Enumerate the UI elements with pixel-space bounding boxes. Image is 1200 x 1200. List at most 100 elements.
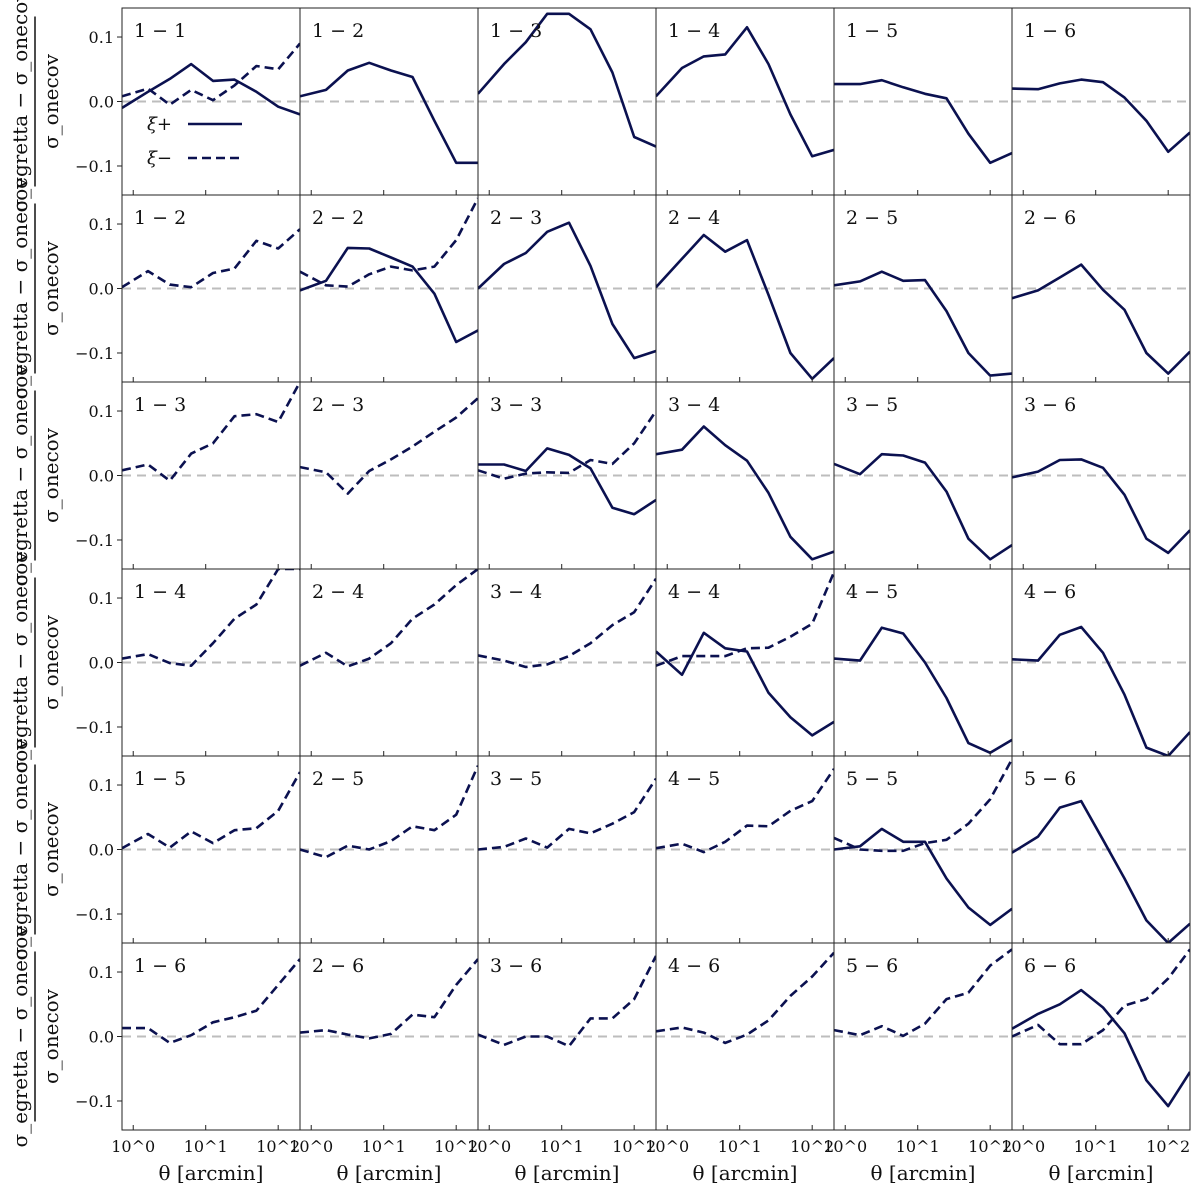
panel-label: 4 − 4	[668, 581, 720, 603]
series-lines	[656, 25, 834, 158]
x-axis-title: θ [arcmin]	[1049, 1161, 1154, 1185]
panel-5-1: 1 − 5 −0.1 0.0 0.1	[75, 755, 301, 944]
series-lines	[300, 765, 478, 859]
y-tick-label: −0.1	[75, 157, 114, 176]
xi-minus-line	[300, 765, 478, 859]
series-lines	[122, 958, 300, 1045]
series-lines	[1012, 799, 1190, 943]
panel-label: 1 − 3	[134, 394, 186, 416]
xi-plus-line	[834, 452, 1012, 561]
y-axis-title: σ_egretta − σ_onecov σ_onecov	[8, 177, 63, 400]
xi-minus-line	[834, 758, 1012, 853]
xi-minus-line	[656, 571, 834, 667]
panel-label: 1 − 1	[134, 20, 186, 42]
legend-xi-plus-label: ξ+	[147, 114, 172, 135]
xi-plus-line	[1012, 78, 1190, 154]
panel-6-2: 2 − 6 10^0 10^1 10^2	[289, 942, 479, 1156]
xi-plus-line	[1012, 458, 1190, 555]
panel-1-6: 1 − 6	[1011, 7, 1191, 196]
x-tick-label: 10^1	[718, 1137, 762, 1156]
series-lines	[478, 777, 656, 851]
y-axis-title-numerator: σ_egretta − σ_onecov	[8, 0, 32, 213]
series-lines	[478, 221, 656, 360]
x-axis-title: θ [arcmin]	[871, 1161, 976, 1185]
series-lines	[1012, 625, 1190, 756]
y-tick-label: −0.1	[75, 531, 114, 550]
series-lines	[478, 12, 656, 148]
panel-label: 4 − 5	[846, 581, 898, 603]
panel-label: 3 − 4	[490, 581, 542, 603]
panel-label: 2 − 6	[1024, 207, 1076, 229]
x-tick-label: 10^2	[790, 1137, 834, 1156]
x-tick-label: 10^2	[968, 1137, 1012, 1156]
panel-4-5: 4 − 5	[833, 568, 1013, 757]
panel-6-6: 6 − 6 10^0 10^1 10^2	[1001, 942, 1191, 1156]
panel-2-4: 2 − 4	[655, 194, 835, 383]
xi-plus-line	[834, 78, 1012, 165]
y-tick-label: 0.1	[89, 589, 114, 608]
xi-minus-line	[122, 569, 300, 668]
x-tick-label: 10^0	[289, 1137, 333, 1156]
panel-label: 1 − 2	[312, 20, 364, 42]
panel-3-4: 3 − 4	[655, 381, 835, 570]
panel-1-4: 1 − 4	[655, 7, 835, 196]
panel-1-3: 1 − 3	[477, 7, 657, 196]
x-tick-label: 10^1	[896, 1137, 940, 1156]
series-lines	[1012, 263, 1190, 375]
xi-plus-line	[656, 25, 834, 158]
series-lines	[300, 958, 478, 1040]
panel-label: 3 − 5	[490, 768, 542, 790]
xi-plus-line	[834, 827, 1012, 927]
xi-plus-line	[834, 626, 1012, 755]
series-lines	[656, 233, 834, 381]
panel-frame	[1011, 942, 1191, 1131]
y-axis-title-denominator: σ_onecov	[39, 427, 63, 523]
panel-5-2: 2 − 5	[299, 755, 479, 944]
y-axis-title-denominator: σ_onecov	[39, 240, 63, 336]
series-lines	[834, 758, 1012, 927]
xi-minus-line	[122, 42, 300, 106]
panel-4-2: 2 − 4	[299, 568, 479, 757]
series-lines	[300, 197, 478, 344]
panel-4-6: 4 − 6	[1011, 568, 1191, 757]
y-tick-label: 0.0	[89, 280, 114, 299]
series-lines	[478, 577, 656, 669]
panel-4-4: 4 − 4	[655, 568, 835, 757]
y-tick-label: 0.1	[89, 28, 114, 47]
panel-3-6: 3 − 6	[1011, 381, 1191, 570]
series-lines	[656, 951, 834, 1045]
x-tick-label: 10^2	[1146, 1137, 1190, 1156]
series-lines	[122, 569, 300, 668]
series-lines	[300, 397, 478, 495]
panel-3-3: 3 − 3	[477, 381, 657, 570]
xi-minus-line	[478, 577, 656, 669]
series-lines	[478, 955, 656, 1048]
panel-label: 1 − 4	[134, 581, 186, 603]
series-lines	[834, 270, 1012, 377]
panel-label: 2 − 4	[312, 581, 364, 603]
panel-label: 5 − 5	[846, 768, 898, 790]
panel-label: 5 − 6	[1024, 768, 1076, 790]
y-axis-title-numerator: σ_egretta − σ_onecov	[8, 551, 32, 774]
series-lines	[834, 626, 1012, 755]
xi-minus-line	[656, 768, 834, 854]
panel-6-1: 1 − 6 −0.1 0.0 0.1 10^0 10^1 10^2	[75, 942, 301, 1156]
panels: 1 − 1 −0.1 0.0 0.1 1 − 2 1 − 3 1 − 4 1 − 5 1 − 6…	[75, 7, 1191, 1156]
y-axis-title: σ_egretta − σ_onecov σ_onecov	[8, 364, 63, 587]
xi-plus-line	[656, 233, 834, 381]
y-axis-title-denominator: σ_onecov	[39, 53, 63, 149]
x-axis-title: θ [arcmin]	[693, 1161, 798, 1185]
xi-minus-line	[1012, 948, 1190, 1046]
y-axis-title-numerator: σ_egretta − σ_onecov	[8, 925, 32, 1148]
panel-1-1: 1 − 1 −0.1 0.0 0.1	[75, 7, 301, 196]
xi-plus-line	[122, 62, 300, 116]
y-tick-label: −0.1	[75, 718, 114, 737]
panel-label: 2 − 2	[312, 207, 364, 229]
y-tick-label: 0.1	[89, 215, 114, 234]
xi-plus-line	[478, 12, 656, 148]
series-lines	[1012, 78, 1190, 154]
panel-label: 1 − 5	[846, 20, 898, 42]
legend-xi-minus-label: ξ−	[147, 148, 172, 169]
y-tick-label: 0.1	[89, 402, 114, 421]
x-tick-label: 10^2	[612, 1137, 656, 1156]
